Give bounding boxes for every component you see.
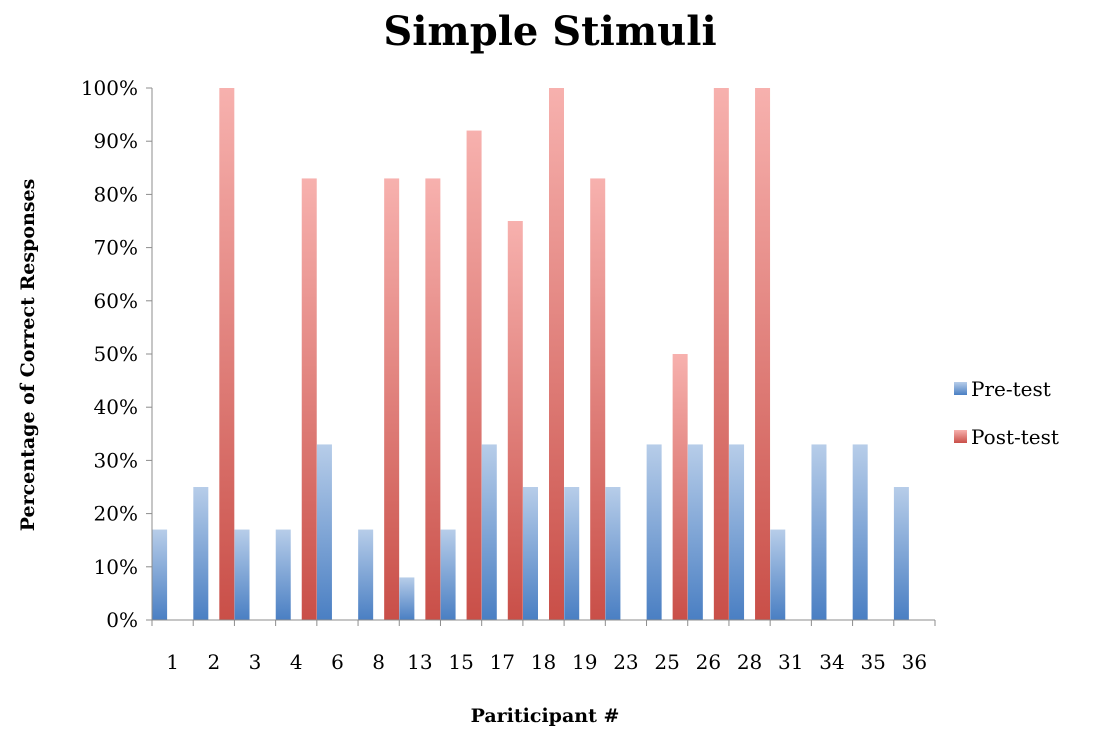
legend-label: Pre-test	[971, 377, 1051, 401]
x-tick-label: 31	[778, 650, 803, 674]
x-axis-title: Pariticipant #	[471, 705, 620, 727]
legend-swatch	[954, 382, 967, 395]
pre-test-bar	[193, 487, 209, 620]
post-test-bar	[219, 88, 235, 620]
x-tick-label: 36	[902, 650, 927, 674]
legend: Pre-test Post-test	[954, 377, 1059, 449]
x-tick-label: 8	[372, 650, 385, 674]
y-tick-label: 20%	[94, 502, 138, 526]
pre-test-bar	[605, 487, 621, 620]
y-tick-label: 100%	[81, 76, 138, 100]
post-test-bar	[425, 178, 441, 620]
legend-label: Post-test	[971, 425, 1059, 449]
pre-test-bar	[893, 487, 909, 620]
y-tick-label: 60%	[94, 289, 138, 313]
post-test-bar	[549, 88, 564, 620]
post-test-bar	[755, 88, 771, 620]
x-tick-label: 6	[331, 650, 344, 674]
post-test-bar	[507, 221, 523, 620]
pre-test-bar	[152, 529, 168, 620]
pre-test-bar	[523, 487, 538, 620]
x-tick-label: 4	[290, 650, 303, 674]
pre-test-bar	[399, 577, 415, 620]
x-tick-label: 23	[613, 650, 638, 674]
x-axis: 1 2 3 4 6 8 13 15 17 18 19 23 25 26 28 31 34 35 36	[151, 620, 936, 674]
pre-test-bar	[275, 529, 291, 620]
y-tick-label: 80%	[94, 182, 138, 206]
pre-test-bar	[687, 444, 703, 620]
post-test-bar	[466, 130, 482, 620]
y-tick-label: 70%	[94, 236, 138, 260]
x-tick-label: 1	[166, 650, 179, 674]
x-tick-label: 34	[819, 650, 844, 674]
pre-test-bar	[316, 444, 332, 620]
pre-test-bar	[234, 529, 250, 620]
pre-test-bar	[440, 529, 456, 620]
x-tick-label: 19	[572, 650, 597, 674]
post-test-bar	[590, 178, 606, 620]
y-tick-label: 90%	[94, 129, 138, 153]
x-tick-label: 35	[860, 650, 885, 674]
pre-test-bar	[811, 444, 827, 620]
x-tick-label: 13	[407, 650, 432, 674]
pre-test-bar	[358, 529, 374, 620]
x-tick-label: 3	[249, 650, 262, 674]
pre-test-bar	[729, 444, 745, 620]
pre-test-bar	[770, 529, 786, 620]
legend-swatch	[954, 430, 967, 443]
post-test-bar	[301, 178, 317, 620]
x-tick-label: 18	[531, 650, 556, 674]
pre-test-bar	[852, 444, 868, 620]
post-test-bar	[384, 178, 400, 620]
post-test-bar	[713, 88, 729, 620]
x-tick-label: 25	[654, 650, 679, 674]
y-axis-title: Percentage of Correct Responses	[17, 179, 39, 532]
x-tick-label: 17	[490, 650, 515, 674]
y-tick-label: 0%	[106, 608, 138, 632]
x-tick-label: 26	[696, 650, 721, 674]
y-axis: 0% 10% 20% 30% 40% 50% 60% 70% 80% 90% 100%	[81, 76, 152, 632]
pre-test-bar	[564, 487, 580, 620]
post-test-bar	[672, 354, 688, 620]
y-tick-label: 30%	[94, 448, 138, 472]
x-tick-label: 15	[448, 650, 473, 674]
plot-area	[152, 88, 909, 620]
y-tick-label: 50%	[94, 342, 138, 366]
x-tick-label: 28	[737, 650, 762, 674]
pre-test-bar	[481, 444, 497, 620]
y-tick-label: 40%	[94, 395, 138, 419]
chart-title: Simple Stimuli	[383, 8, 716, 55]
y-tick-label: 10%	[94, 555, 138, 579]
x-tick-label: 2	[207, 650, 220, 674]
pre-test-bar	[646, 444, 662, 620]
